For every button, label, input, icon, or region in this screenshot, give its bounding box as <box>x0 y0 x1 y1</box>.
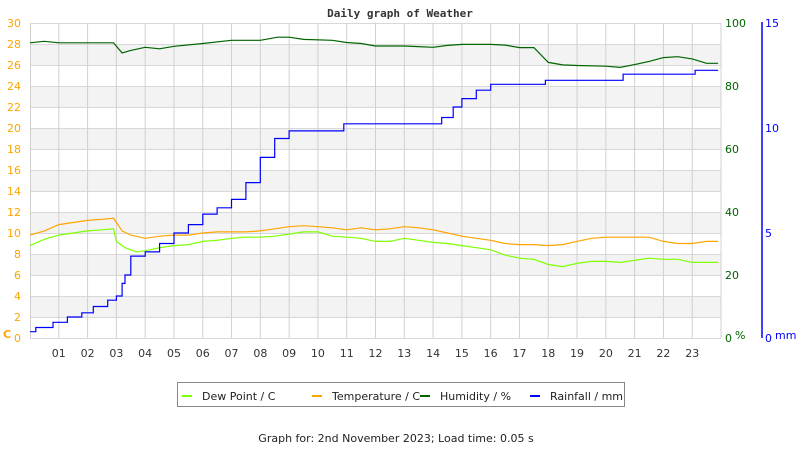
x-tick-label: 20 <box>599 347 613 360</box>
left-tick-label: 30 <box>7 17 21 30</box>
x-tick-label: 11 <box>340 347 354 360</box>
humidity-tick-label: 20 <box>725 269 739 282</box>
footer-text: Graph for: 2nd November 2023; Load time:… <box>258 432 534 445</box>
x-tick-label: 22 <box>656 347 670 360</box>
left-tick-label: 8 <box>14 248 21 261</box>
legend-label: Rainfall / mm <box>550 390 623 403</box>
x-tick-label: 10 <box>311 347 325 360</box>
x-tick-label: 16 <box>484 347 498 360</box>
legend-label: Temperature / C <box>331 390 420 403</box>
x-tick-label: 15 <box>455 347 469 360</box>
grid-lines <box>30 23 722 339</box>
x-tick-label: 08 <box>253 347 267 360</box>
x-tick-label: 12 <box>369 347 383 360</box>
humidity-tick-label: 100 <box>725 17 746 30</box>
left-tick-label: 18 <box>7 143 21 156</box>
x-tick-label: 05 <box>167 347 181 360</box>
humidity-tick-label: 40 <box>725 206 739 219</box>
humidity-tick-label: 60 <box>725 143 739 156</box>
humidity-tick-label: 80 <box>725 80 739 93</box>
left-tick-label: 14 <box>7 185 21 198</box>
left-axis-unit: C <box>3 328 11 341</box>
humidity-axis-unit: % <box>735 329 745 342</box>
x-tick-label: 23 <box>685 347 699 360</box>
left-tick-label: 12 <box>7 206 21 219</box>
rain-tick-label: 15 <box>765 17 779 30</box>
x-tick-label: 19 <box>570 347 584 360</box>
left-tick-label: 24 <box>7 80 21 93</box>
x-tick-label: 14 <box>426 347 440 360</box>
series-line-temperature <box>29 217 719 247</box>
humidity-tick-label: 0 <box>725 332 732 345</box>
series-line-rainfall <box>30 69 719 333</box>
rain-tick-label: 10 <box>765 122 779 135</box>
rain-axis-unit: mm <box>775 329 796 342</box>
series-line-dew <box>29 228 719 268</box>
x-tick-label: 01 <box>52 347 66 360</box>
series-lines <box>29 36 719 333</box>
x-tick-label: 21 <box>628 347 642 360</box>
series-line-humidity <box>29 36 719 69</box>
legend: Dew Point / C Temperature / C Humidity / %… <box>177 382 625 407</box>
x-tick-label: 09 <box>282 347 296 360</box>
x-tick-label: 18 <box>541 347 555 360</box>
x-tick-label: 02 <box>81 347 95 360</box>
legend-box <box>177 382 625 407</box>
left-tick-label: 10 <box>7 227 21 240</box>
x-tick-label: 07 <box>225 347 239 360</box>
rain-tick-label: 5 <box>765 227 772 240</box>
x-tick-label: 04 <box>138 347 152 360</box>
chart-title: Daily graph of Weather <box>327 7 473 20</box>
left-tick-label: 6 <box>14 269 21 282</box>
left-tick-label: 28 <box>7 38 21 51</box>
rain-tick-label: 0 <box>765 332 772 345</box>
x-tick-label: 13 <box>397 347 411 360</box>
x-tick-label: 03 <box>109 347 123 360</box>
left-tick-label: 26 <box>7 59 21 72</box>
x-tick-label: 06 <box>196 347 210 360</box>
left-tick-label: 22 <box>7 101 21 114</box>
left-tick-label: 20 <box>7 122 21 135</box>
left-tick-label: 16 <box>7 164 21 177</box>
x-tick-label: 17 <box>512 347 526 360</box>
legend-label: Dew Point / C <box>202 390 276 403</box>
left-tick-label: 2 <box>14 311 21 324</box>
left-tick-label: 4 <box>14 290 21 303</box>
legend-label: Humidity / % <box>440 390 511 403</box>
left-tick-label: 0 <box>14 332 21 345</box>
